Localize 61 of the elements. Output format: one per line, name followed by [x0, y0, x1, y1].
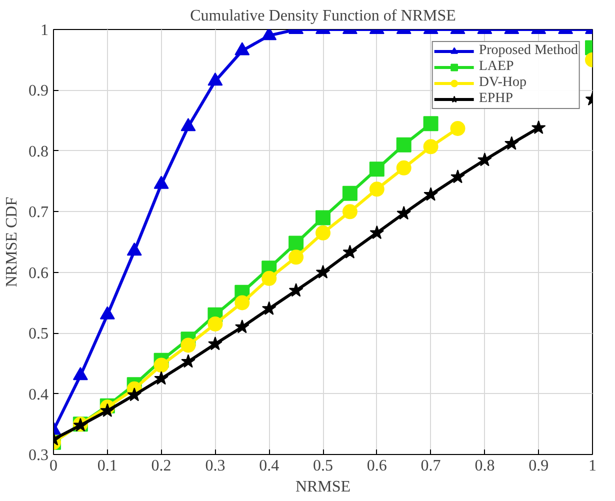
point	[316, 210, 330, 226]
y-tick-label: 0.4	[28, 386, 48, 404]
x-tick-label: 0.9	[528, 458, 549, 474]
point	[396, 160, 412, 176]
x-tick-label: 0.3	[205, 458, 226, 474]
x-tick-label: 0	[50, 458, 58, 474]
y-axis-title: NRMSE CDF	[4, 196, 20, 288]
point	[316, 225, 330, 240]
point	[370, 225, 384, 240]
point	[423, 116, 438, 132]
point	[531, 120, 546, 134]
point	[450, 170, 465, 184]
point	[396, 206, 412, 220]
x-tick-label: 0.6	[366, 458, 387, 474]
point	[342, 244, 358, 258]
point	[262, 301, 276, 315]
point	[234, 320, 250, 334]
y-tick-label: 0.9	[28, 82, 48, 100]
point	[208, 336, 222, 350]
x-axis-title: NRMSE	[295, 478, 351, 496]
point	[262, 270, 277, 286]
x-tick-label: 0.2	[151, 458, 172, 474]
point	[424, 187, 438, 201]
point	[154, 358, 169, 373]
point	[369, 182, 384, 197]
point	[450, 120, 466, 136]
chart-title: Cumulative Density Function of NRMSE	[190, 8, 456, 24]
x-tick-label: 0.1	[97, 458, 118, 474]
point	[478, 152, 492, 166]
x-tick-label: 0.5	[313, 458, 333, 474]
point	[342, 186, 358, 201]
point	[288, 283, 304, 297]
x-tick-label: 0.4	[259, 458, 280, 474]
point	[180, 338, 196, 353]
x-tick-label: 1	[588, 458, 596, 474]
legend-label: EPHP	[478, 91, 514, 107]
x-tick-label: 0.7	[420, 458, 441, 474]
y-tick-label: 0.5	[28, 326, 48, 343]
point	[288, 236, 304, 251]
point	[127, 388, 142, 402]
point	[288, 250, 304, 265]
x-tick-label: 0.8	[474, 458, 495, 474]
point	[100, 403, 115, 417]
point	[234, 295, 250, 310]
y-tick-label: 0.3	[28, 447, 48, 464]
point	[504, 136, 519, 150]
point	[369, 162, 384, 177]
point	[181, 354, 196, 368]
legend-label: LAEP	[478, 59, 514, 75]
point	[208, 316, 223, 332]
point	[423, 139, 438, 154]
y-tick-label: 0.6	[28, 264, 48, 282]
point	[316, 264, 330, 279]
y-tick-label: 0.7	[28, 204, 48, 222]
point	[154, 371, 168, 385]
point	[396, 137, 412, 152]
y-tick-label: 0.8	[28, 143, 48, 160]
y-tick-label: 1	[40, 22, 48, 39]
point	[342, 204, 358, 220]
legend-label: DV-Hop	[478, 75, 527, 91]
legend-label: Proposed Method	[478, 43, 578, 59]
